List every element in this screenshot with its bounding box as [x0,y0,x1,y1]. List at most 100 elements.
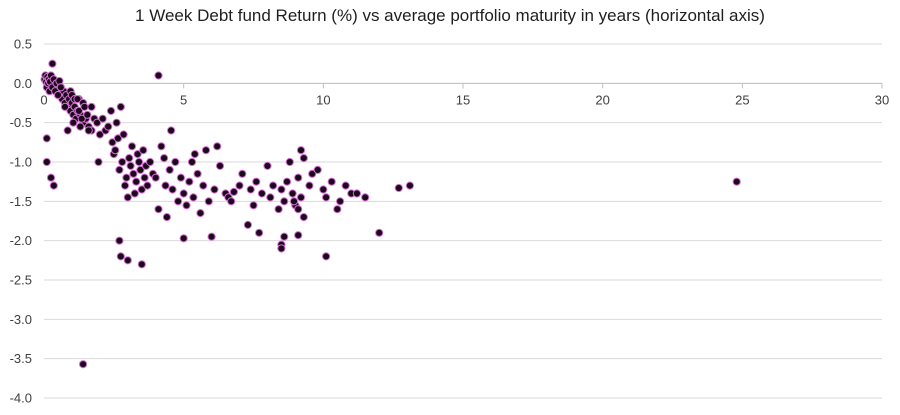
y-tick-label: -2.0 [10,233,32,248]
y-tick-label: -1.0 [10,155,32,170]
data-point [171,157,180,167]
data-point [213,142,222,151]
x-tick-label: 10 [316,92,330,107]
x-tick-label: 15 [456,92,470,107]
data-point [322,193,331,202]
data-point [74,106,84,116]
data-point [122,173,131,182]
data-point [204,197,213,206]
data-point [137,260,146,269]
data-point [336,197,345,206]
data-point [137,185,146,194]
data-point [227,197,236,206]
data-point [106,106,116,116]
data-point [94,157,103,167]
data-point [277,244,286,253]
data-point [352,189,361,198]
data-point [280,232,289,241]
data-point [361,193,370,202]
data-point [187,157,197,167]
data-point [280,197,289,206]
data-point [154,205,163,214]
y-tick-label: -3.5 [10,351,32,366]
data-point [238,169,247,178]
data-point [174,197,183,206]
data-point [257,189,266,198]
x-tick-label: 5 [180,92,187,107]
data-point [199,181,208,190]
data-point [53,91,63,100]
data-point [269,181,278,190]
data-point [201,146,211,155]
data-point [394,183,403,193]
data-point [87,102,96,112]
data-point [84,126,93,135]
data-point [182,201,191,210]
data-point [126,161,135,170]
data-point [288,189,297,198]
data-point [151,173,160,182]
data-point [168,185,177,194]
data-point [49,181,58,190]
data-point [282,177,292,186]
data-point [266,193,275,202]
data-point [322,252,331,261]
data-point [375,228,384,237]
data-point [294,231,303,240]
data-point [165,165,174,174]
data-point [732,177,741,186]
data-point [42,134,51,143]
data-point [289,197,299,206]
data-point [136,165,145,174]
data-point [243,220,252,229]
data-point [154,71,163,80]
y-tick-label: -4.0 [10,391,32,406]
data-point [112,118,121,127]
y-axis-ticks: 0.5 0.0 -0.5 -1.0 -1.5 -2.0 -2.5 -3.0 -3.5 -4.0 [10,37,32,406]
data-point [73,95,82,104]
data-point [69,118,78,127]
data-point [313,165,322,174]
data-point [157,142,166,151]
data-point [83,110,92,119]
data-point [160,154,169,163]
data-point [405,181,414,190]
data-point [115,165,124,174]
data-point [125,154,134,163]
data-point [274,205,283,214]
data-point [42,157,51,167]
data-point [120,181,130,190]
data-point [207,232,216,241]
data-point [143,181,152,190]
data-point [299,213,308,222]
data-point [108,138,117,147]
y-tick-label: -3.0 [10,312,32,327]
data-point [132,177,141,186]
y-tick-label: -2.5 [10,273,32,288]
data-point [235,181,244,190]
data-point [123,256,132,265]
data-point [129,169,138,178]
data-point [319,185,328,194]
data-point [115,236,124,245]
data-point [98,114,107,123]
data-point [76,122,85,131]
data-point [63,126,72,135]
data-point [327,177,336,186]
data-point [123,193,132,202]
y-tick-label: 0.5 [14,37,32,52]
data-point [296,146,306,155]
data-point [215,161,225,170]
data-point [119,130,128,139]
y-tick-label: -1.5 [10,194,32,209]
data-point [190,150,199,159]
data-point [189,193,198,202]
x-tick-label: 0 [40,92,47,107]
data-point [294,205,303,214]
data-point [140,173,149,182]
data-point [341,181,350,190]
data-point [133,150,142,159]
data-point [46,173,56,182]
data-point [104,122,113,131]
data-point [139,146,148,155]
